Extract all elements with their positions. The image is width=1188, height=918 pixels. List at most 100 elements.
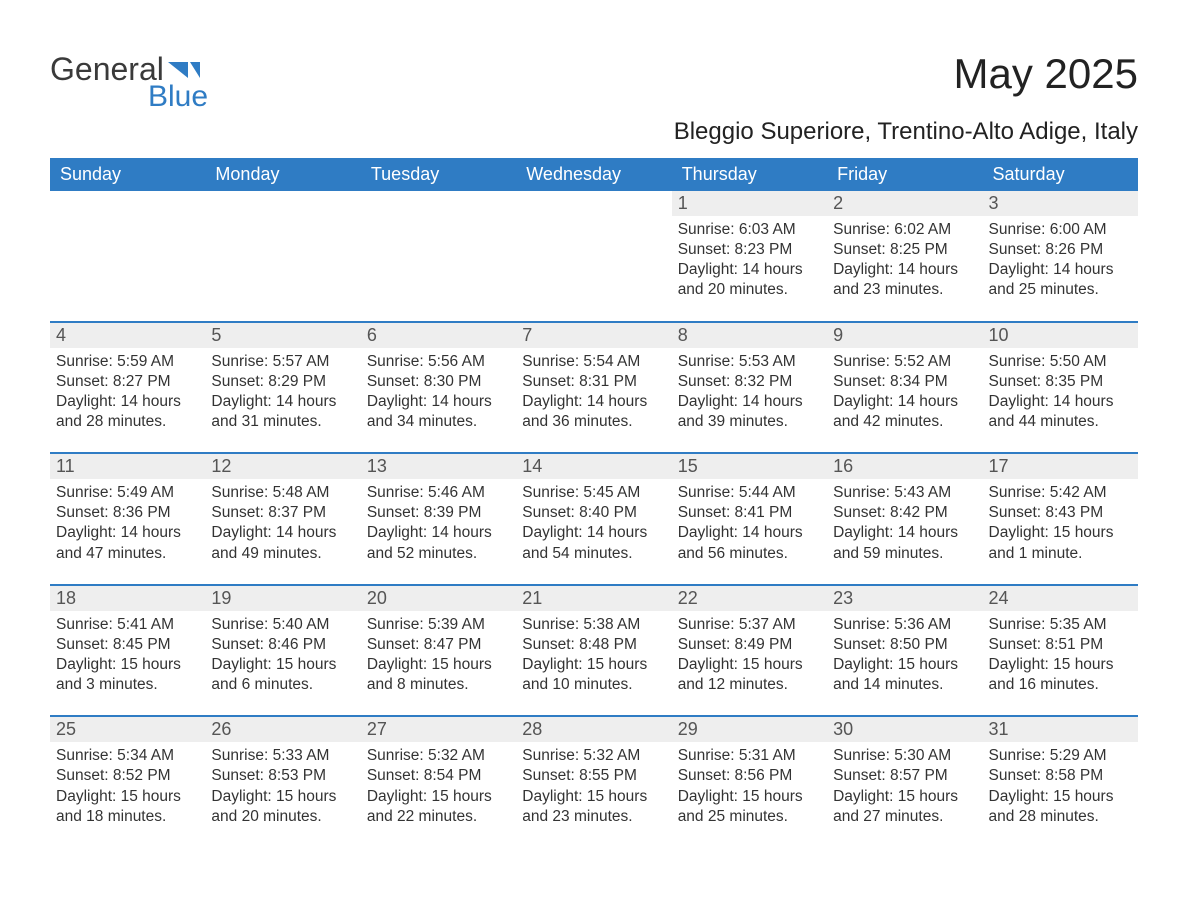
day-number: 31 [983, 717, 1138, 742]
calendar-day: 12 Sunrise: 5:48 AMSunset: 8:37 PMDayligh… [205, 454, 360, 576]
calendar-day: 13Sunrise: 5:46 AMSunset: 8:39 PMDayligh… [361, 454, 516, 576]
dow-cell: Tuesday [361, 158, 516, 191]
sunrise-line: Sunrise: 5:56 AM [367, 352, 510, 372]
month-title: May 2025 [954, 50, 1138, 98]
calendar-day: 16Sunrise: 5:43 AMSunset: 8:42 PMDayligh… [827, 454, 982, 576]
day-details: Sunrise: 6:00 AMSunset: 8:26 PMDaylight:… [989, 220, 1132, 301]
sunset-line: Sunset: 8:29 PM [211, 372, 354, 392]
dow-cell: Thursday [672, 158, 827, 191]
calendar-day: 8Sunrise: 5:53 AMSunset: 8:32 PMDaylight… [672, 323, 827, 445]
dow-cell: Friday [827, 158, 982, 191]
calendar-grid: SundayMondayTuesdayWednesdayThursdayFrid… [50, 158, 1138, 839]
sunset-line: Sunset: 8:49 PM [678, 635, 821, 655]
calendar-day: 15 Sunrise: 5:44 AMSunset: 8:41 PMDayligh… [672, 454, 827, 576]
day-details: Sunrise: 5:53 AMSunset: 8:32 PMDaylight:… [678, 352, 821, 433]
calendar-day: 24Sunrise: 5:35 AMSunset: 8:51 PMDayligh… [983, 586, 1138, 708]
day-details: Sunrise: 5:29 AMSunset: 8:58 PMDaylight:… [989, 746, 1132, 827]
daylight-line: Daylight: 14 hours and 25 minutes. [989, 260, 1132, 300]
sunset-line: Sunset: 8:55 PM [522, 766, 665, 786]
calendar-day: 10Sunrise: 5:50 AMSunset: 8:35 PMDayligh… [983, 323, 1138, 445]
sunrise-line: Sunrise: 5:49 AM [56, 483, 199, 503]
day-number: 4 [50, 323, 205, 348]
calendar-week: 1 Sunrise: 6:03 AMSunset: 8:23 PMDaylight… [50, 191, 1138, 313]
sunset-line: Sunset: 8:34 PM [833, 372, 976, 392]
day-details: Sunrise: 5:31 AMSunset: 8:56 PMDaylight:… [678, 746, 821, 827]
day-details: Sunrise: 5:57 AMSunset: 8:29 PMDaylight:… [211, 352, 354, 433]
day-number: 9 [827, 323, 982, 348]
calendar-day: 30Sunrise: 5:30 AMSunset: 8:57 PMDayligh… [827, 717, 982, 839]
day-details: Sunrise: 5:42 AMSunset: 8:43 PMDaylight:… [989, 483, 1132, 564]
calendar-day-empty [50, 191, 205, 313]
daylight-line: Daylight: 15 hours and 1 minute. [989, 523, 1132, 563]
day-number: 2 [827, 191, 982, 216]
sunset-line: Sunset: 8:52 PM [56, 766, 199, 786]
day-details: Sunrise: 5:30 AMSunset: 8:57 PMDaylight:… [833, 746, 976, 827]
day-number: 22 [672, 586, 827, 611]
calendar-day-empty [361, 191, 516, 313]
daylight-line: Daylight: 14 hours and 52 minutes. [367, 523, 510, 563]
daylight-line: Daylight: 15 hours and 20 minutes. [211, 787, 354, 827]
day-details: Sunrise: 5:50 AMSunset: 8:35 PMDaylight:… [989, 352, 1132, 433]
daylight-line: Daylight: 15 hours and 16 minutes. [989, 655, 1132, 695]
daylight-line: Daylight: 14 hours and 59 minutes. [833, 523, 976, 563]
daylight-line: Daylight: 15 hours and 12 minutes. [678, 655, 821, 695]
sunrise-line: Sunrise: 5:42 AM [989, 483, 1132, 503]
daylight-line: Daylight: 15 hours and 23 minutes. [522, 787, 665, 827]
daylight-line: Daylight: 14 hours and 54 minutes. [522, 523, 665, 563]
sunset-line: Sunset: 8:26 PM [989, 240, 1132, 260]
sunrise-line: Sunrise: 5:39 AM [367, 615, 510, 635]
days-of-week-header: SundayMondayTuesdayWednesdayThursdayFrid… [50, 158, 1138, 191]
daylight-line: Daylight: 15 hours and 14 minutes. [833, 655, 976, 695]
daylight-line: Daylight: 15 hours and 22 minutes. [367, 787, 510, 827]
daylight-line: Daylight: 14 hours and 42 minutes. [833, 392, 976, 432]
day-number: 27 [361, 717, 516, 742]
sunrise-line: Sunrise: 5:31 AM [678, 746, 821, 766]
sunset-line: Sunset: 8:30 PM [367, 372, 510, 392]
day-details: Sunrise: 5:54 AMSunset: 8:31 PMDaylight:… [522, 352, 665, 433]
calendar-page: General Blue May 2025 Bleggio Superiore,… [0, 0, 1188, 879]
sunrise-line: Sunrise: 5:32 AM [367, 746, 510, 766]
sunset-line: Sunset: 8:23 PM [678, 240, 821, 260]
brand-text-main: General [50, 51, 164, 87]
day-details: Sunrise: 5:36 AMSunset: 8:50 PMDaylight:… [833, 615, 976, 696]
sunrise-line: Sunrise: 5:37 AM [678, 615, 821, 635]
day-details: Sunrise: 6:03 AMSunset: 8:23 PMDaylight:… [678, 220, 821, 301]
calendar-day: 1 Sunrise: 6:03 AMSunset: 8:23 PMDaylight… [672, 191, 827, 313]
day-number: 12 [205, 454, 360, 479]
day-number: 21 [516, 586, 671, 611]
day-number: 3 [983, 191, 1138, 216]
calendar-day: 7Sunrise: 5:54 AMSunset: 8:31 PMDaylight… [516, 323, 671, 445]
calendar-day: 27Sunrise: 5:32 AMSunset: 8:54 PMDayligh… [361, 717, 516, 839]
sunrise-line: Sunrise: 5:53 AM [678, 352, 821, 372]
sunrise-line: Sunrise: 6:02 AM [833, 220, 976, 240]
sunrise-line: Sunrise: 5:36 AM [833, 615, 976, 635]
brand-logo-icon: General Blue [50, 50, 220, 112]
day-details: Sunrise: 5:38 AMSunset: 8:48 PMDaylight:… [522, 615, 665, 696]
day-number: 19 [205, 586, 360, 611]
sunset-line: Sunset: 8:46 PM [211, 635, 354, 655]
day-details: Sunrise: 5:39 AMSunset: 8:47 PMDaylight:… [367, 615, 510, 696]
sunset-line: Sunset: 8:32 PM [678, 372, 821, 392]
sunset-line: Sunset: 8:36 PM [56, 503, 199, 523]
header: General Blue May 2025 [50, 50, 1138, 112]
day-details: Sunrise: 5:48 AMSunset: 8:37 PMDaylight:… [211, 483, 354, 564]
daylight-line: Daylight: 15 hours and 27 minutes. [833, 787, 976, 827]
sunrise-line: Sunrise: 5:57 AM [211, 352, 354, 372]
sunset-line: Sunset: 8:43 PM [989, 503, 1132, 523]
day-details: Sunrise: 5:33 AMSunset: 8:53 PMDaylight:… [211, 746, 354, 827]
day-number: 1 [672, 191, 827, 216]
sunset-line: Sunset: 8:37 PM [211, 503, 354, 523]
calendar-day-empty [205, 191, 360, 313]
sunrise-line: Sunrise: 6:00 AM [989, 220, 1132, 240]
sunset-line: Sunset: 8:56 PM [678, 766, 821, 786]
sunset-line: Sunset: 8:48 PM [522, 635, 665, 655]
sunset-line: Sunset: 8:25 PM [833, 240, 976, 260]
dow-cell: Sunday [50, 158, 205, 191]
sunrise-line: Sunrise: 5:43 AM [833, 483, 976, 503]
day-details: Sunrise: 5:41 AMSunset: 8:45 PMDaylight:… [56, 615, 199, 696]
day-number: 15 [672, 454, 827, 479]
calendar-day: 20Sunrise: 5:39 AMSunset: 8:47 PMDayligh… [361, 586, 516, 708]
day-details: Sunrise: 5:44 AMSunset: 8:41 PMDaylight:… [678, 483, 821, 564]
brand-text-accent: Blue [148, 80, 208, 112]
day-number: 5 [205, 323, 360, 348]
